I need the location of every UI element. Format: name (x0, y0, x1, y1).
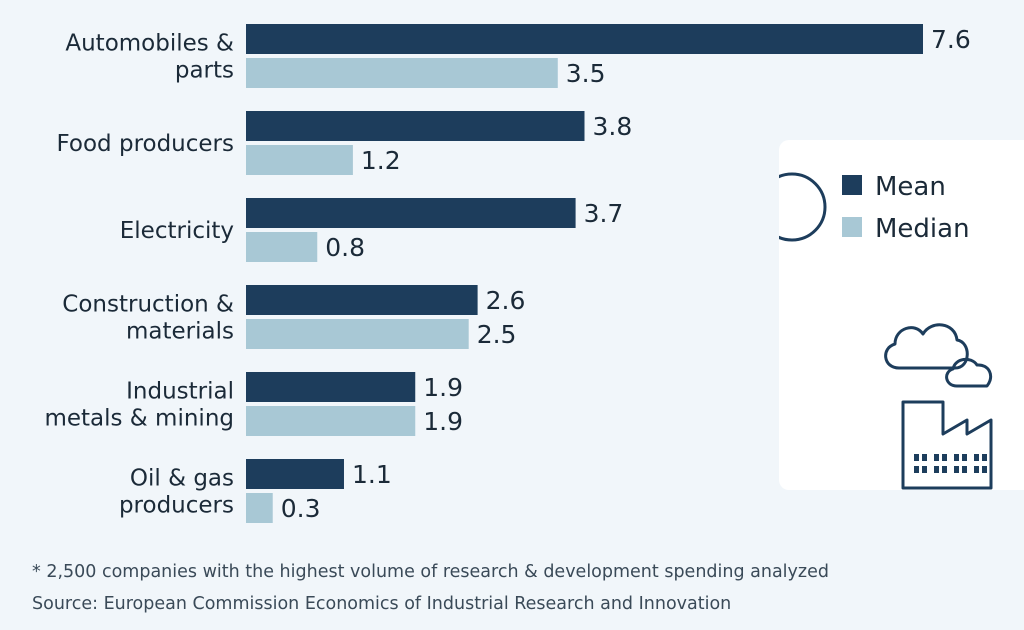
value-label-mean: 3.8 (593, 112, 633, 141)
bar-mean (246, 111, 585, 141)
legend-card: Mean Median (749, 140, 1024, 490)
bar-mean (246, 459, 344, 489)
bar-mean (246, 198, 576, 228)
category-label: Food producers (57, 131, 235, 157)
category-label: metals & mining (44, 406, 234, 432)
value-label-mean: 7.6 (931, 25, 971, 54)
footnote-source: Source: European Commission Economics of… (32, 594, 732, 614)
category-label: materials (126, 319, 234, 345)
value-label-median: 0.8 (325, 233, 365, 262)
cloud-icon (884, 323, 993, 388)
category-label: Automobiles & (65, 31, 234, 57)
magnifier-icon (749, 172, 827, 250)
bar-median (246, 319, 469, 349)
bar-mean (246, 372, 416, 402)
bar-median (246, 58, 558, 88)
legend-swatch-mean (842, 175, 862, 195)
value-label-median: 2.5 (477, 320, 517, 349)
bar-mean (246, 24, 923, 54)
value-label-mean: 3.7 (584, 199, 624, 228)
value-label-median: 0.3 (281, 494, 321, 523)
legend-label-median: Median (875, 214, 970, 244)
legend-swatch-median (842, 217, 862, 237)
value-label-mean: 2.6 (486, 286, 526, 315)
value-label-mean: 1.9 (423, 373, 463, 402)
value-label-median: 3.5 (566, 59, 606, 88)
bar-mean (246, 285, 478, 315)
category-label: Oil & gas (130, 466, 234, 492)
value-label-median: 1.2 (361, 146, 401, 175)
category-label: Construction & (62, 292, 234, 318)
footnote-note: * 2,500 companies with the highest volum… (32, 562, 829, 582)
legend-label-mean: Mean (875, 172, 946, 202)
factory-icon (901, 400, 993, 490)
category-label: Industrial (126, 379, 234, 405)
bar-median (246, 232, 318, 262)
bar-median (246, 145, 353, 175)
category-label: parts (175, 58, 234, 84)
category-label: Electricity (120, 218, 234, 244)
category-label: producers (119, 493, 234, 519)
value-label-median: 1.9 (423, 407, 463, 436)
legend-graphic: Mean Median (749, 172, 993, 490)
value-label-mean: 1.1 (352, 460, 392, 489)
bar-median (246, 493, 273, 523)
bar-median (246, 406, 416, 436)
